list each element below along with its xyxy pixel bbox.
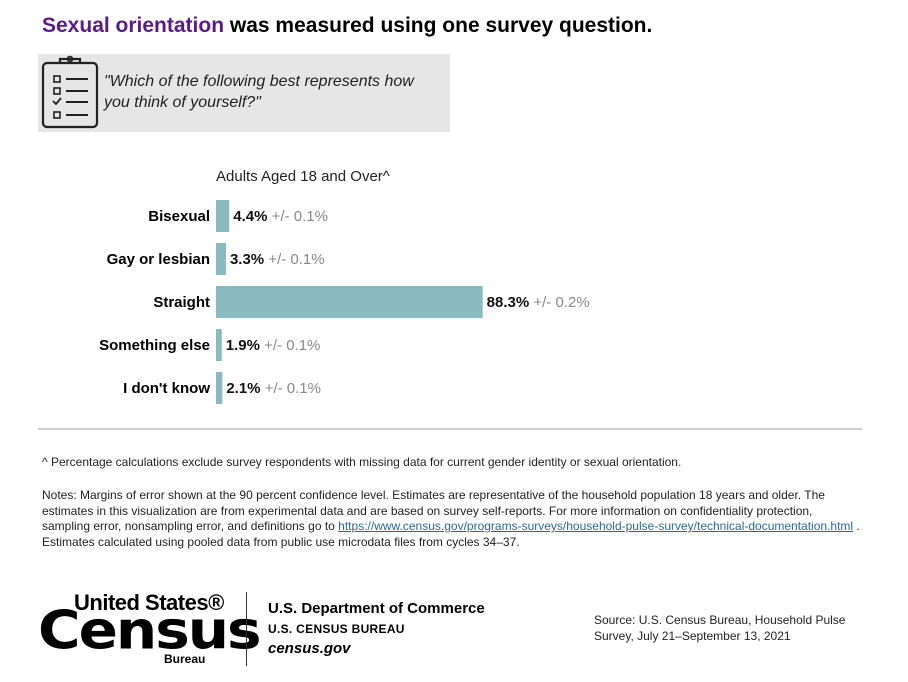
notes: Notes: Margins of error shown at the 90 … (42, 488, 862, 550)
notes-text: Notes: Margins of error shown at the 90 … (42, 488, 825, 533)
logo-united-states: United States® (74, 590, 224, 615)
bar-straight (216, 286, 483, 318)
department-name: U.S. Department of Commerce (268, 600, 485, 617)
value-label-something-else: 1.9% +/- 0.1% (226, 337, 321, 354)
source-note: Source: U.S. Census Bureau, Household Pu… (594, 613, 846, 643)
survey-question-text: "Which of the following best represents … (104, 73, 414, 111)
bar-chart: Bisexual 4.4% +/- 0.1% Gay or lesbian 3.3% … (99, 200, 590, 404)
category-label-gay-or-lesbian: Gay or lesbian (107, 251, 210, 268)
logo-census: Census (38, 600, 262, 662)
bar-i-don-t-know (216, 372, 223, 404)
bar-bisexual (216, 200, 230, 232)
census-bureau-logo: United States® Census Bureau (38, 590, 262, 670)
technical-documentation-link[interactable]: https://www.census.gov/programs-surveys/… (338, 519, 854, 533)
logo-bureau: Bureau (164, 652, 206, 666)
chart-title: Adults Aged 18 and Over^ (216, 168, 390, 185)
notes-text-after: . Estimates calculated using pooled data… (42, 519, 860, 549)
value-label-gay-or-lesbian: 3.3% +/- 0.1% (230, 251, 325, 268)
clipboard-checklist-icon (41, 55, 99, 129)
category-label-something-else: Something else (99, 337, 210, 354)
value-label-straight: 88.3% +/- 0.2% (487, 294, 590, 311)
logo-divider (246, 592, 247, 666)
question-box: "Which of the following best represents … (38, 54, 450, 132)
category-label-straight: Straight (153, 294, 210, 311)
footnote: ^ Percentage calculations exclude survey… (42, 455, 682, 469)
title-accent: Sexual orientation (42, 14, 225, 37)
value-label-bisexual: 4.4% +/- 0.1% (233, 208, 328, 225)
divider (38, 428, 862, 430)
page-title: Sexual orientation was measured using on… (42, 14, 652, 38)
title-rest: was measured using one survey question. (224, 14, 653, 37)
website: census.gov (268, 640, 351, 657)
value-label-i-don-t-know: 2.1% +/- 0.1% (226, 380, 321, 397)
category-label-bisexual: Bisexual (148, 208, 210, 225)
bar-gay-or-lesbian (216, 243, 226, 275)
category-label-i-don-t-know: I don't know (123, 380, 210, 397)
bureau-name: U.S. CENSUS BUREAU (268, 622, 405, 636)
bar-something-else (216, 329, 222, 361)
